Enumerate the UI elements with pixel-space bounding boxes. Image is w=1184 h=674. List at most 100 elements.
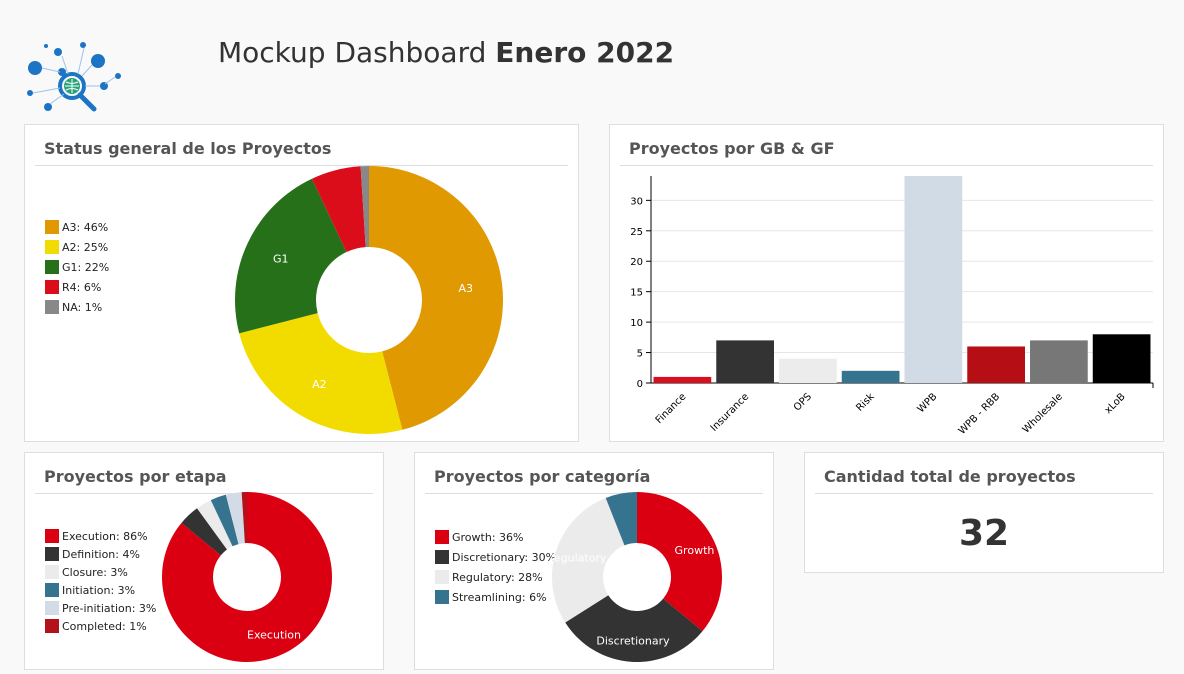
bar-wpb bbox=[904, 176, 963, 383]
slice-label-regulatory: Regulatory bbox=[551, 551, 607, 564]
status-panel: Status general de los Proyectos A3: 46% A… bbox=[24, 124, 579, 442]
legend-item-definition: Definition: 4% bbox=[45, 545, 156, 563]
etapa-panel: Proyectos por etapa Execution: 86% Defini… bbox=[24, 452, 384, 670]
status-donut-chart: A3 A2 G1 bbox=[235, 166, 503, 434]
x-tick-label-xlob: xLoB bbox=[1103, 391, 1128, 416]
legend-swatch bbox=[45, 619, 59, 633]
slice-r4 bbox=[311, 166, 366, 253]
gb-panel-title: Proyectos por GB & GF bbox=[629, 139, 835, 158]
dashboard-logo-icon bbox=[27, 42, 121, 112]
slice-a3 bbox=[369, 166, 503, 430]
legend-item-g1: G1: 22% bbox=[45, 257, 109, 277]
slice-label-g1: G1 bbox=[273, 252, 289, 265]
etapa-donut-chart: Execution bbox=[162, 492, 332, 662]
legend-label: Execution: 86% bbox=[62, 529, 148, 543]
legend-item-regulatory: Regulatory: 28% bbox=[435, 567, 556, 587]
slice-growth bbox=[637, 492, 722, 632]
legend-label: Streamlining: 6% bbox=[452, 590, 547, 604]
slice-pre-initiation bbox=[225, 492, 245, 545]
y-tick-label: 25 bbox=[630, 227, 643, 238]
legend-label: Completed: 1% bbox=[62, 619, 147, 633]
legend-item-pre-initiation: Pre-initiation: 3% bbox=[45, 599, 156, 617]
dashboard-title: Mockup Dashboard Enero 2022 bbox=[218, 36, 675, 69]
legend-swatch bbox=[435, 550, 449, 564]
gb-panel: Proyectos por GB & GF 0 5 10 15 20 25 30 Financ… bbox=[609, 124, 1164, 442]
x-tick-label-finance: Finance bbox=[654, 391, 689, 426]
bar-xlob bbox=[1092, 334, 1151, 383]
categoria-donut-chart: Growth Discretionary Regulatory bbox=[551, 492, 722, 662]
legend-item-streamlining: Streamlining: 6% bbox=[435, 587, 556, 607]
legend-label: Regulatory: 28% bbox=[452, 570, 543, 584]
bar-finance bbox=[653, 376, 712, 383]
categoria-legend: Growth: 36% Discretionary: 30% Regulatory:… bbox=[435, 527, 556, 607]
x-tick-label-wpb-rbb: WPB - RBB bbox=[957, 391, 1003, 437]
y-tick-label: 5 bbox=[637, 349, 643, 360]
slice-label-growth: Growth bbox=[675, 544, 715, 557]
legend-swatch bbox=[435, 570, 449, 584]
legend-label: NA: 1% bbox=[62, 300, 103, 314]
legend-label: Growth: 36% bbox=[452, 530, 524, 544]
legend-swatch bbox=[45, 300, 59, 314]
legend-swatch bbox=[45, 260, 59, 274]
slice-label-a2: A2 bbox=[312, 378, 327, 391]
slice-initiation bbox=[210, 494, 239, 547]
x-tick-label-risk: Risk bbox=[854, 391, 877, 414]
y-tick-label: 30 bbox=[630, 196, 643, 207]
bar-risk bbox=[841, 370, 900, 383]
legend-item-closure: Closure: 3% bbox=[45, 563, 156, 581]
x-tick-label-wholesale: Wholesale bbox=[1021, 391, 1065, 435]
legend-swatch bbox=[45, 565, 59, 579]
slice-streamlining bbox=[605, 492, 637, 546]
legend-item-initiation: Initiation: 3% bbox=[45, 581, 156, 599]
etapa-legend: Execution: 86% Definition: 4% Closure: 3% I… bbox=[45, 527, 156, 635]
legend-label: Closure: 3% bbox=[62, 565, 128, 579]
status-panel-divider bbox=[35, 165, 568, 166]
status-legend: A3: 46% A2: 25% G1: 22% R4: 6% NA: 1% bbox=[45, 217, 109, 317]
categoria-panel-divider bbox=[425, 493, 763, 494]
total-projects-value: 32 bbox=[958, 513, 1010, 554]
legend-item-a3: A3: 46% bbox=[45, 217, 109, 237]
slice-label-execution: Execution bbox=[247, 628, 301, 641]
slice-a2 bbox=[239, 313, 403, 434]
legend-swatch bbox=[435, 590, 449, 604]
bar-wpb-rbb bbox=[967, 346, 1025, 383]
legend-label: A3: 46% bbox=[62, 220, 109, 234]
legend-label: A2: 25% bbox=[62, 240, 109, 254]
slice-discretionary bbox=[565, 595, 703, 662]
total-panel-divider bbox=[815, 493, 1153, 494]
slice-label-a3: A3 bbox=[458, 282, 473, 295]
y-tick-label: 20 bbox=[630, 257, 643, 268]
y-tick-label: 0 bbox=[637, 379, 643, 390]
legend-label: Pre-initiation: 3% bbox=[62, 601, 157, 615]
slice-execution bbox=[162, 492, 332, 662]
legend-swatch bbox=[45, 529, 59, 543]
slice-label-discretionary: Discretionary bbox=[596, 634, 670, 647]
bar-ops bbox=[779, 358, 837, 383]
slice-definition bbox=[181, 508, 228, 556]
slice-closure bbox=[197, 500, 233, 550]
legend-item-na: NA: 1% bbox=[45, 297, 109, 317]
legend-item-discretionary: Discretionary: 30% bbox=[435, 547, 556, 567]
status-panel-title: Status general de los Proyectos bbox=[44, 139, 332, 158]
gb-panel-divider bbox=[620, 165, 1153, 166]
slice-regulatory bbox=[552, 497, 625, 623]
legend-swatch bbox=[45, 547, 59, 561]
y-tick-label: 15 bbox=[630, 288, 643, 299]
legend-swatch bbox=[45, 240, 59, 254]
total-panel: Cantidad total de proyectos 32 bbox=[804, 452, 1164, 573]
y-tick-label: 10 bbox=[630, 318, 643, 329]
categoria-panel: Proyectos por categoría Growth: 36% Discr… bbox=[414, 452, 774, 670]
slice-na bbox=[360, 166, 369, 248]
x-tick-label-wpb: WPB bbox=[916, 391, 940, 415]
legend-label: Initiation: 3% bbox=[62, 583, 136, 597]
legend-label: G1: 22% bbox=[62, 260, 110, 274]
bar-insurance bbox=[716, 340, 774, 383]
legend-label: R4: 6% bbox=[62, 280, 102, 294]
legend-swatch bbox=[45, 601, 59, 615]
legend-label: Discretionary: 30% bbox=[452, 550, 557, 564]
total-panel-title: Cantidad total de proyectos bbox=[824, 467, 1076, 486]
legend-item-growth: Growth: 36% bbox=[435, 527, 556, 547]
legend-swatch bbox=[45, 280, 59, 294]
legend-item-completed: Completed: 1% bbox=[45, 617, 156, 635]
gb-bar-chart: 0 5 10 15 20 25 30 Finance Insurance OPS Risk WPB WP… bbox=[630, 176, 1154, 437]
